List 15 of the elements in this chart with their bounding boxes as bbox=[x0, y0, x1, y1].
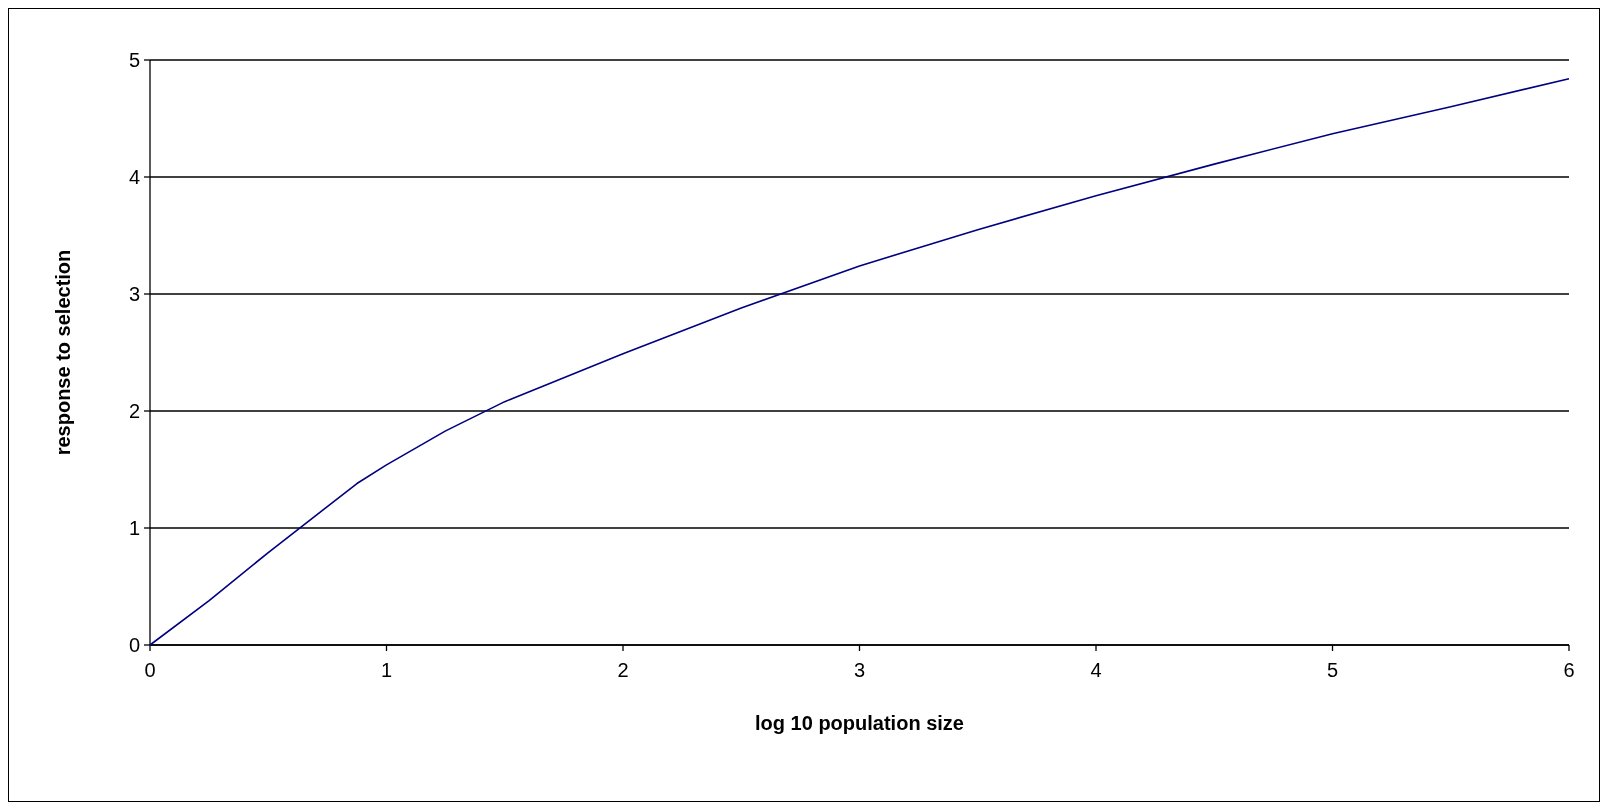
x-tick-label: 5 bbox=[1326, 659, 1339, 681]
x-tick-label: 2 bbox=[617, 659, 629, 681]
y-tick-label: 1 bbox=[128, 517, 140, 539]
y-tick-label: 2 bbox=[128, 400, 140, 422]
y-tick-label: 0 bbox=[128, 634, 140, 656]
x-axis-title: log 10 population size bbox=[755, 712, 964, 734]
x-tick-label: 6 bbox=[1563, 659, 1575, 681]
y-axis-title: response to selection bbox=[52, 249, 74, 456]
y-tick-label: 5 bbox=[128, 49, 140, 71]
x-tick-label: 4 bbox=[1090, 659, 1102, 681]
x-tick-label: 3 bbox=[853, 659, 866, 681]
y-tick-label: 3 bbox=[128, 283, 140, 305]
x-tick-label: 1 bbox=[380, 659, 393, 681]
x-tick-label: 0 bbox=[144, 659, 156, 681]
y-tick-label: 4 bbox=[128, 166, 140, 188]
